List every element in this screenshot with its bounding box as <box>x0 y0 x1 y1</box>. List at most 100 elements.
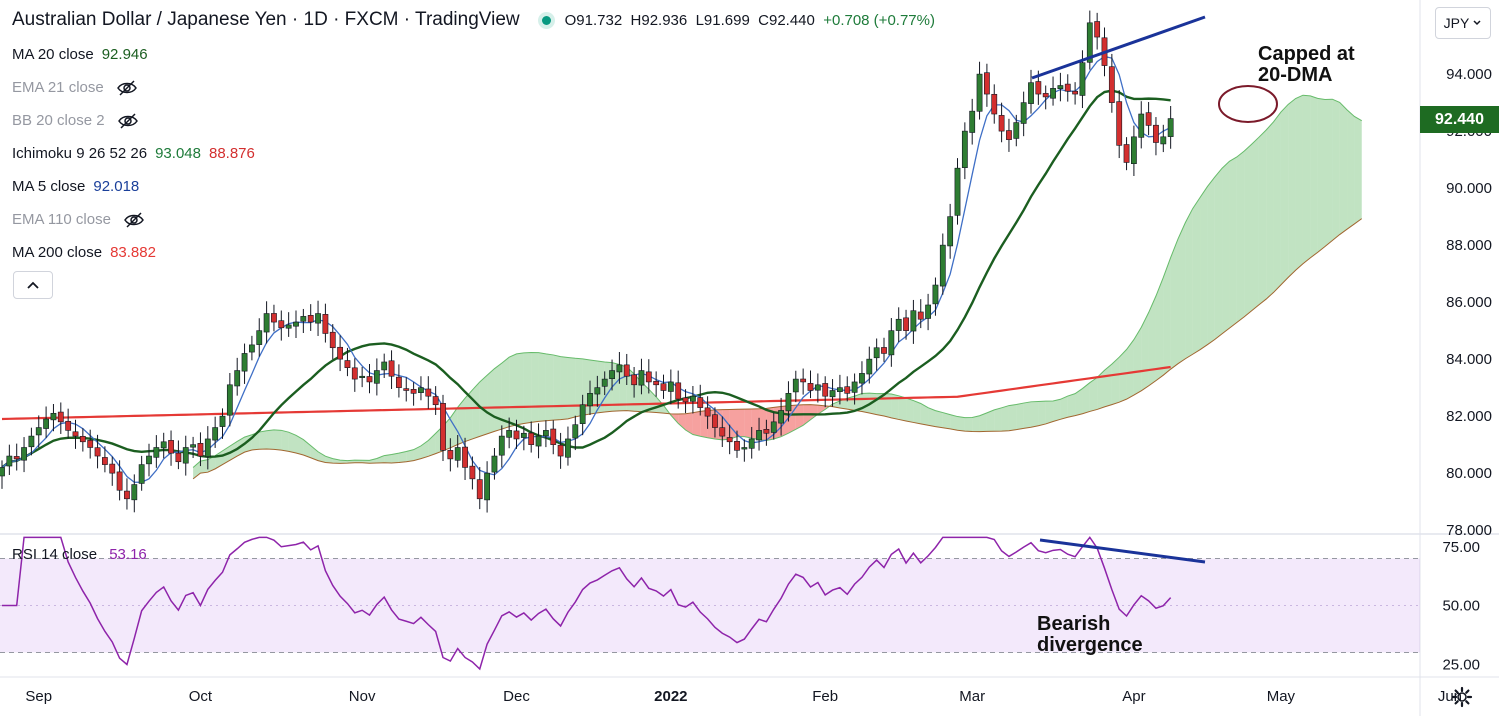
candle[interactable] <box>94 434 101 469</box>
candle[interactable] <box>719 416 726 447</box>
candle[interactable] <box>903 309 909 340</box>
candle[interactable] <box>1050 76 1056 106</box>
candle[interactable] <box>146 443 152 477</box>
candle[interactable] <box>138 455 145 491</box>
candle[interactable] <box>1094 12 1101 50</box>
candle[interactable] <box>102 446 108 473</box>
candle[interactable] <box>859 361 865 395</box>
candle[interactable] <box>388 350 395 389</box>
rsi-pane[interactable] <box>0 536 1420 671</box>
candle[interactable] <box>403 377 410 402</box>
candle[interactable] <box>609 359 615 391</box>
candle[interactable] <box>1057 72 1064 102</box>
candle[interactable] <box>712 407 718 438</box>
candle[interactable] <box>153 435 160 468</box>
candle[interactable] <box>983 63 990 107</box>
candle[interactable] <box>756 417 762 451</box>
candle[interactable] <box>462 437 468 480</box>
candle[interactable] <box>506 417 513 449</box>
candle[interactable] <box>307 304 314 331</box>
candle[interactable] <box>410 382 417 406</box>
candle[interactable] <box>447 438 454 472</box>
candle[interactable] <box>785 381 792 422</box>
candle[interactable] <box>43 406 49 438</box>
candle[interactable] <box>697 384 704 416</box>
candle[interactable] <box>491 447 498 480</box>
candle[interactable] <box>542 420 549 448</box>
candle[interactable] <box>72 419 79 449</box>
candle[interactable] <box>660 374 667 399</box>
candle[interactable] <box>241 343 248 384</box>
candle[interactable] <box>572 415 579 451</box>
candle[interactable] <box>418 376 424 401</box>
candle[interactable] <box>124 478 130 510</box>
candle[interactable] <box>1064 74 1071 102</box>
candle[interactable] <box>1145 102 1152 136</box>
candle[interactable] <box>770 412 777 440</box>
candle[interactable] <box>381 353 388 378</box>
candle[interactable] <box>513 419 520 449</box>
candle[interactable] <box>763 419 770 446</box>
candle[interactable] <box>182 435 189 476</box>
candle[interactable] <box>263 301 270 344</box>
candle[interactable] <box>535 423 542 459</box>
candle[interactable] <box>65 408 72 439</box>
candle[interactable] <box>1028 69 1034 114</box>
candle[interactable] <box>1153 117 1159 156</box>
candle[interactable] <box>998 102 1005 143</box>
candle[interactable] <box>322 303 329 343</box>
candle[interactable] <box>116 460 123 501</box>
candle[interactable] <box>1042 85 1049 110</box>
collapse-legend-button[interactable] <box>13 271 53 299</box>
candle[interactable] <box>917 299 924 329</box>
candle[interactable] <box>623 353 630 386</box>
candle[interactable] <box>888 318 895 367</box>
candle[interactable] <box>1167 105 1174 149</box>
candle[interactable] <box>748 426 755 459</box>
candle[interactable] <box>476 466 483 510</box>
candle[interactable] <box>528 421 535 453</box>
candle[interactable] <box>932 277 939 316</box>
candle[interactable] <box>315 300 321 336</box>
candle[interactable] <box>212 416 219 448</box>
candle[interactable] <box>653 371 660 397</box>
candle[interactable] <box>454 434 461 468</box>
candle[interactable] <box>792 370 799 403</box>
candle[interactable] <box>829 379 836 407</box>
candle[interactable] <box>285 312 292 337</box>
candle[interactable] <box>579 394 586 436</box>
candle[interactable] <box>667 369 674 405</box>
candle[interactable] <box>21 437 27 473</box>
candle[interactable] <box>57 402 64 434</box>
time-axis[interactable]: Sep Oct Nov Dec 2022 Feb Mar Apr May Jun <box>25 688 1462 705</box>
candle[interactable] <box>976 61 983 120</box>
candle[interactable] <box>190 436 196 459</box>
candle[interactable] <box>469 456 476 490</box>
candle[interactable] <box>219 408 226 439</box>
candle[interactable] <box>1006 118 1012 152</box>
candle[interactable] <box>969 98 976 145</box>
candle[interactable] <box>293 310 299 339</box>
candle[interactable] <box>329 324 336 360</box>
candle[interactable] <box>249 335 255 361</box>
candle[interactable] <box>704 396 711 429</box>
currency-button[interactable]: JPY <box>1435 7 1491 39</box>
candle[interactable] <box>1086 10 1093 70</box>
candle[interactable] <box>197 432 204 467</box>
candle[interactable] <box>822 376 829 408</box>
candle[interactable] <box>594 375 601 407</box>
candle[interactable] <box>814 373 821 403</box>
candle[interactable] <box>28 427 35 456</box>
candle[interactable] <box>616 352 623 384</box>
candle[interactable] <box>351 358 358 392</box>
candle[interactable] <box>344 347 351 377</box>
candle[interactable] <box>645 359 652 394</box>
candle[interactable] <box>1123 137 1130 171</box>
candle[interactable] <box>131 474 138 513</box>
candle[interactable] <box>168 430 174 466</box>
rsi-legend[interactable]: RSI 14 close 53.16 <box>12 546 147 563</box>
candle[interactable] <box>366 363 373 394</box>
candle[interactable] <box>79 428 86 452</box>
candle[interactable] <box>204 426 211 470</box>
candle[interactable] <box>881 337 887 362</box>
